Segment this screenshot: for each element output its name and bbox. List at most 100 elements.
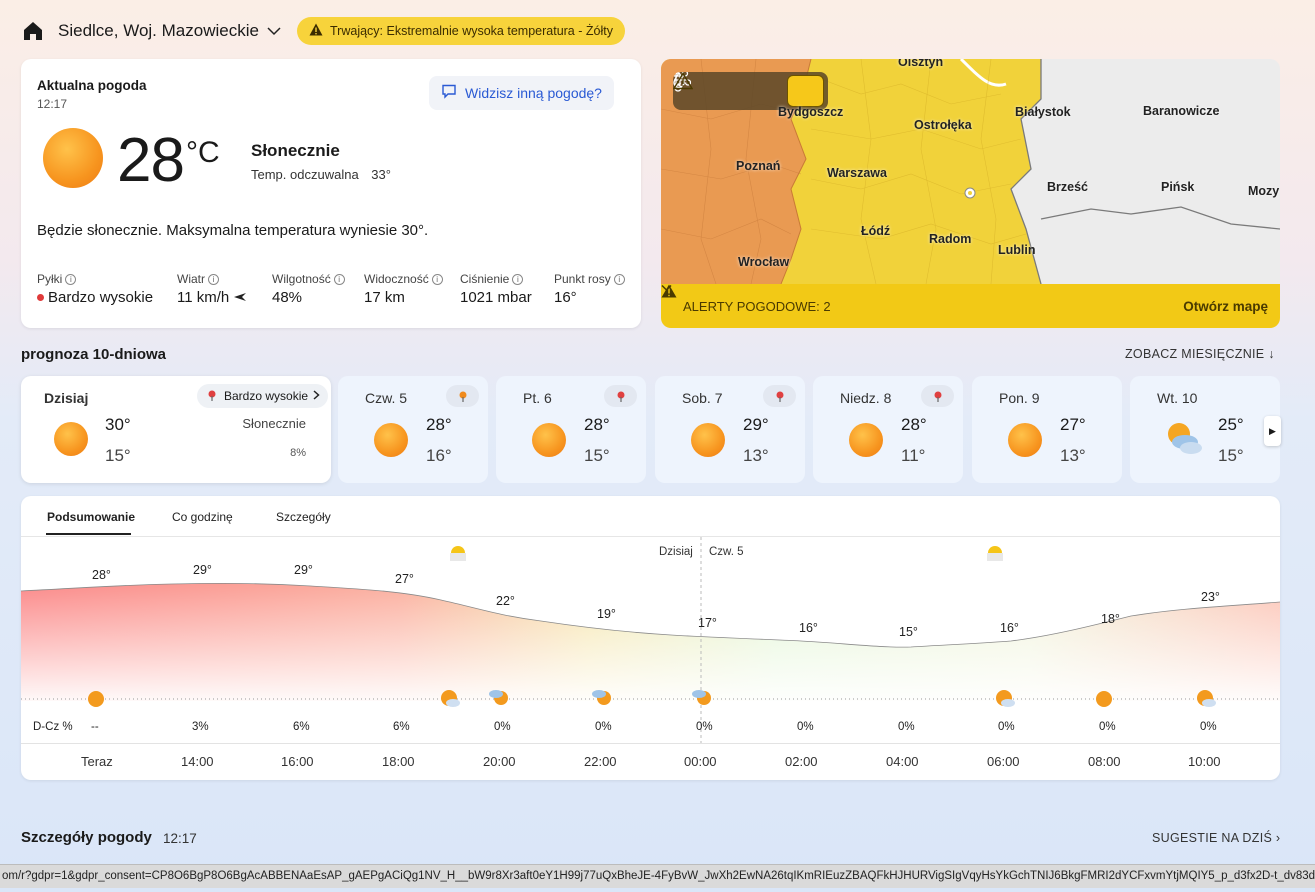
partly-cloudy-icon [441,690,460,707]
map-city-label: Brześć [1047,180,1088,194]
hour-temp: 22° [496,594,515,608]
map-city-label: Bydgoszcz [778,105,844,119]
open-map-link[interactable]: Otwórz mapę [1183,298,1268,314]
monthly-link-label: ZOBACZ MIESIĘCZNIE [1125,347,1265,361]
info-icon[interactable]: i [613,273,625,285]
info-icon[interactable]: i [431,273,443,285]
forecast-day[interactable]: Czw. 5 28° 16° [338,376,488,483]
feedback-label: Widzisz inną pogodę? [465,85,602,101]
pollen-icon [205,388,219,405]
info-icon[interactable]: i [512,273,524,285]
sunny-icon [54,422,88,456]
forecast-day[interactable]: Wt. 10 25° 15° [1130,376,1280,483]
chevron-right-icon: › [1275,831,1281,845]
monthly-link[interactable]: ZOBACZ MIESIĘCZNIE ↓ [1125,347,1275,361]
warning-icon [673,72,693,90]
forecast-day[interactable]: Sob. 7 29° 13° [655,376,805,483]
pollen-chip[interactable]: Bardzo wysokie [197,384,329,408]
pollen-chip [921,385,954,407]
wind-layer-button[interactable] [674,72,788,107]
alerts-dropdown[interactable]: ALERTY POGODOWE: 2 [661,284,839,314]
tab-summary[interactable]: Podsumowanie [47,510,136,524]
day-low: 15° [105,446,131,465]
sunrise-icon [987,546,1003,561]
forecast-day[interactable]: Pt. 6 28° 15° [496,376,646,483]
day-high: 28° [901,415,927,434]
sunny-icon [1096,691,1112,707]
stat-label: Wilgotność [272,272,331,286]
hour-label: 10:00 [1188,754,1221,769]
feels-like: Temp. odczuwalna 33° [251,167,391,182]
alerts-layer-button[interactable] [673,72,825,107]
pollen-level-dot [37,294,44,301]
location-name: Siedlce, Woj. Mazowieckie [58,21,259,40]
partly-cloudy-icon [489,690,508,705]
tab-details[interactable]: Szczegóły [276,510,331,524]
info-icon[interactable]: i [65,273,77,285]
hour-label: 22:00 [584,754,617,769]
stat-humidity[interactable]: Wilgotność i 48% [272,272,364,306]
partly-cloudy-icon [692,690,711,705]
info-icon[interactable]: i [208,273,219,285]
hour-precip: 6% [393,721,410,733]
stat-pollen[interactable]: Pyłki i Bardzo wysokie [37,272,177,306]
hour-temp: 18° [1101,612,1120,626]
map-layer-switcher [673,72,828,110]
map-city-label: Lublin [998,243,1036,257]
hour-temp: 16° [799,621,818,635]
pollen-chip [446,385,479,407]
weather-summary: Będzie słonecznie. Maksymalna temperatur… [37,222,429,239]
hour-temp: 19° [597,607,616,621]
day-divider-label: Czw. 5 [709,546,744,558]
weather-alert-pill[interactable]: Trwający: Ekstremalnie wysoka temperatur… [297,17,625,45]
warning-icon [309,23,323,39]
stat-wind[interactable]: Wiatr i 11 km/h [177,272,272,306]
weather-stats: Pyłki i Bardzo wysokie Wiatr i 11 km/h Wil… [37,272,634,306]
suggestions-link[interactable]: SUGESTIE NA DZIŚ › [1152,831,1280,845]
forecast-title: prognoza 10-dniowa [21,346,167,363]
stat-dew-point[interactable]: Punkt rosy i 16° [554,272,634,306]
next-days-button[interactable]: ▶ [1264,416,1281,446]
stat-visibility[interactable]: Widoczność i 17 km [364,272,460,306]
home-icon[interactable] [22,20,44,42]
hour-precip: 0% [696,721,713,733]
pollen-icon [459,391,466,402]
day-high: 25° [1218,415,1244,434]
temperature-unit[interactable]: °C [186,136,220,169]
status-bar-url: om/r?gdpr=1&gdpr_consent=CP8O6BgP8O6BgAc… [0,864,1315,888]
chevron-right-icon: ▶ [1269,425,1276,436]
forecast-day[interactable]: Niedz. 8 28° 11° [813,376,963,483]
tab-hourly[interactable]: Co godzinę [172,510,233,524]
day-low: 16° [426,446,452,465]
current-condition: Słonecznie [251,141,340,160]
day-condition: Słonecznie [242,416,306,431]
stat-value: Bardzo wysokie [48,289,154,306]
day-name: Sob. 7 [682,390,723,406]
pollen-chip [604,385,637,407]
stat-label: Pyłki [37,272,63,286]
day-high: 28° [426,415,452,434]
weather-alert-map[interactable]: Olsztyn Bydgoszcz Ostrołęka Białystok Ba… [661,59,1280,328]
day-name: Niedz. 8 [840,390,892,406]
hour-precip: 6% [293,721,310,733]
stat-pressure[interactable]: Ciśnienie i 1021 mbar [460,272,554,306]
feels-like-value: 33° [371,167,391,182]
day-name: Dzisiaj [44,390,89,406]
pollen-level: Bardzo wysokie [224,389,309,403]
forecast-day[interactable]: Pon. 9 27° 13° [972,376,1122,483]
hour-temp: 28° [92,568,111,582]
sunny-icon [88,691,104,707]
map-alerts-bar: ALERTY POGODOWE: 2 Otwórz mapę [661,284,1280,328]
location-selector[interactable]: Siedlce, Woj. Mazowieckie [58,21,281,41]
stat-label: Punkt rosy [554,272,611,286]
map-city-label: Wrocław [738,255,790,269]
sunny-icon [691,423,725,457]
alerts-count-label: ALERTY POGODOWE: 2 [683,298,831,314]
feels-like-label: Temp. odczuwalna [251,167,359,182]
feedback-button[interactable]: Widzisz inną pogodę? [429,76,614,110]
map-city-label: Poznań [736,159,781,173]
temperature-layer-button[interactable] [674,72,751,107]
day-low: 15° [584,446,610,465]
forecast-day-today[interactable]: Dzisiaj Bardzo wysokie 30° 15° Słoneczni… [21,376,331,483]
info-icon[interactable]: i [333,273,345,285]
